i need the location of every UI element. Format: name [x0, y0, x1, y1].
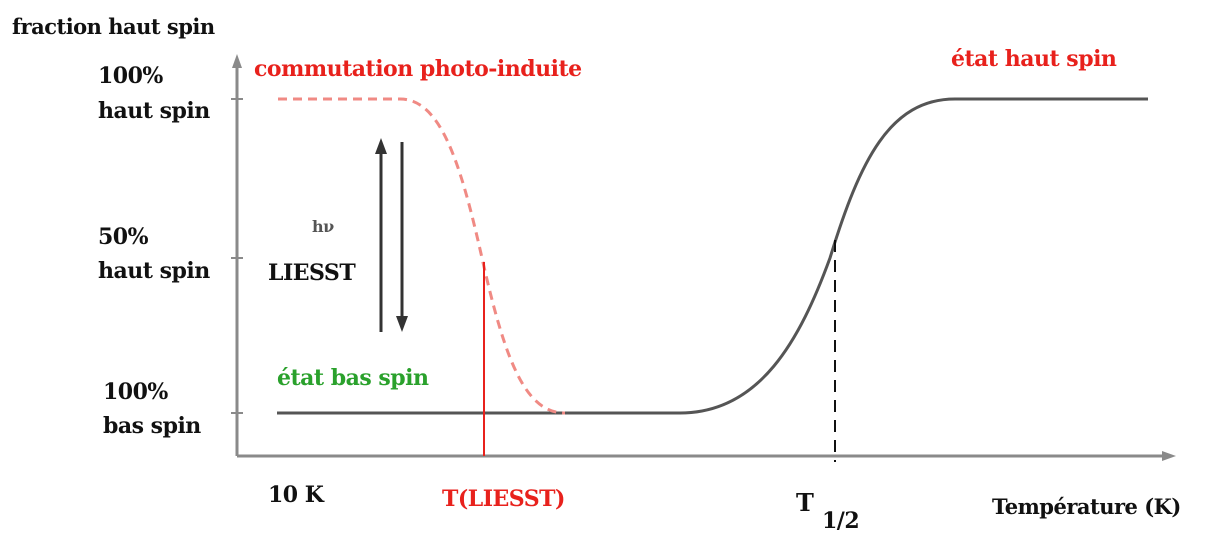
- y-label-100-pct-high: 100%: [98, 63, 163, 89]
- photo-induced-curve: [278, 97, 566, 415]
- x-label-t-half-subscript: 1/2: [822, 508, 860, 534]
- y-label-high-spin-top: haut spin: [98, 98, 210, 124]
- y-label-high-spin-mid: haut spin: [98, 258, 210, 284]
- high-spin-state-label: état haut spin: [951, 46, 1117, 72]
- y-label-50-pct: 50%: [98, 224, 149, 250]
- down-arrowhead: [396, 316, 408, 332]
- thermal-transition-curve: [277, 97, 1148, 415]
- up-arrowhead: [375, 138, 387, 154]
- x-axis-arrowhead: [1162, 451, 1176, 461]
- y-axis-title: fraction haut spin: [12, 14, 215, 39]
- x-label-t-half: T: [796, 488, 814, 517]
- y-axis-arrowhead: [232, 54, 242, 68]
- photo-switch-label: commutation photo-induite: [254, 56, 582, 82]
- hv-label: hν: [312, 217, 334, 236]
- x-axis-title: Température (K): [992, 494, 1181, 519]
- low-spin-state-label: état bas spin: [277, 365, 429, 391]
- x-label-t-liesst: T(LIESST): [442, 486, 565, 512]
- x-label-10k: 10 K: [268, 482, 324, 508]
- y-label-low-spin: bas spin: [103, 413, 201, 439]
- liesst-label: LIESST: [268, 260, 356, 286]
- y-label-100-pct-low: 100%: [103, 379, 168, 405]
